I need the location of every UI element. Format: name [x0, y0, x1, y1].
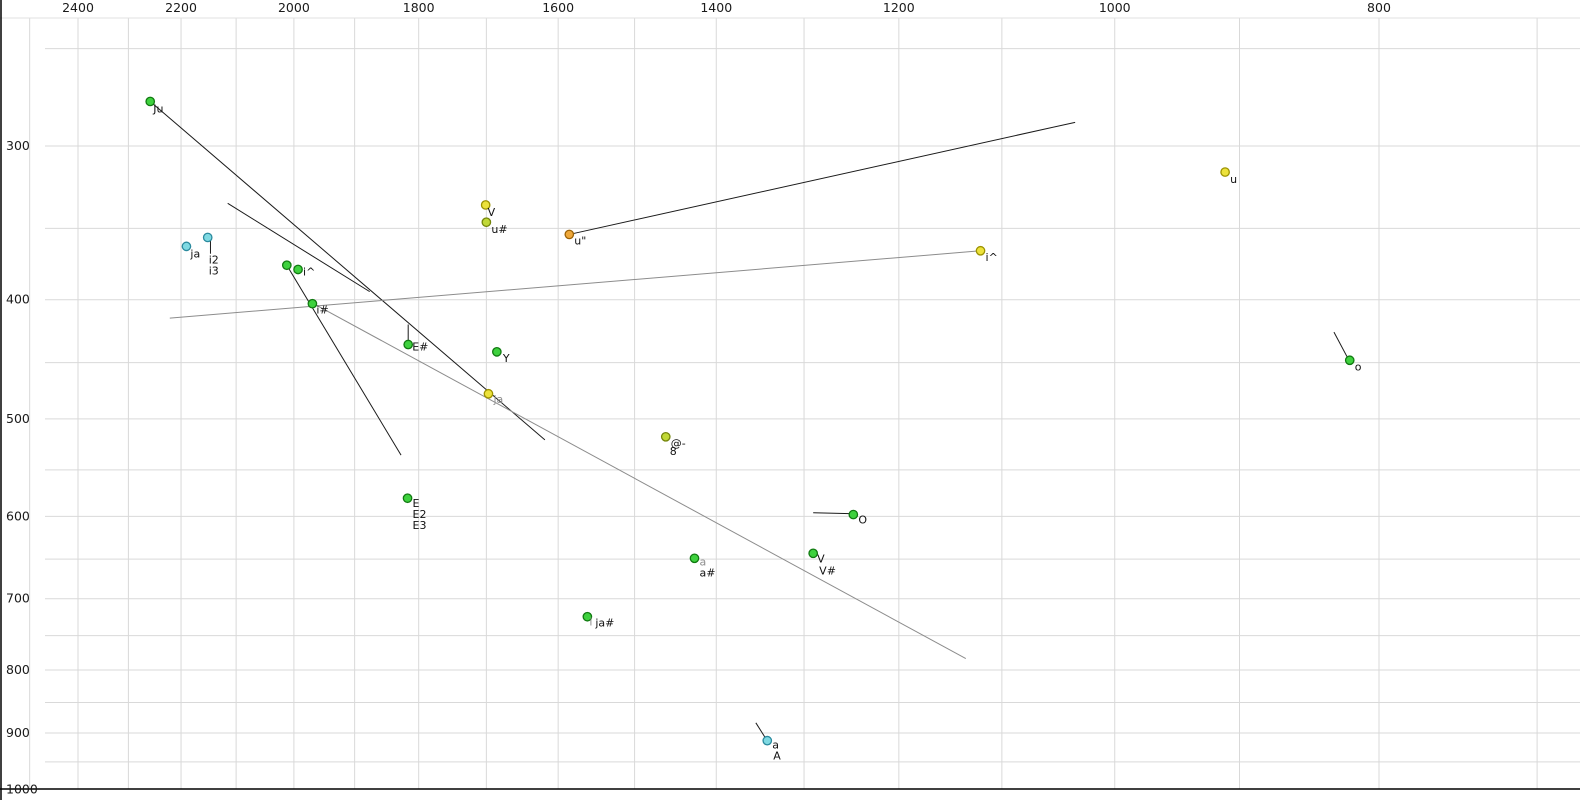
data-point-O: [848, 509, 859, 520]
data-point-Y: [492, 346, 502, 357]
trajectory-line: [227, 202, 370, 293]
trajectory-line: [284, 262, 402, 456]
point-label: i^: [303, 265, 315, 278]
point-label: i^: [986, 251, 998, 264]
y-tick-label: 400: [6, 292, 30, 307]
x-tick-label: 2000: [278, 0, 310, 15]
data-point-E-sharp: [403, 339, 414, 350]
point-label: A: [773, 750, 781, 763]
data-point-V-sharp: [808, 548, 819, 559]
data-point-i-hat-right: [975, 245, 986, 256]
trajectory-line: [169, 250, 981, 319]
y-tick-label: 900: [6, 725, 30, 740]
trajectory-line: [1333, 331, 1349, 360]
data-point-a-A: [762, 735, 773, 746]
point-label: E3: [413, 519, 427, 532]
point-label: V: [488, 206, 496, 219]
point-label: @-: [671, 437, 686, 450]
data-point-ja-sharp: [582, 611, 593, 622]
trajectory-line: [308, 300, 967, 660]
point-label: i3: [209, 264, 219, 277]
data-point-a-sharp: [689, 553, 700, 564]
data-point-i-hat: [293, 264, 303, 275]
point-label: a: [699, 555, 706, 568]
point-label: 8: [670, 445, 677, 458]
point-label: u#: [491, 223, 507, 236]
x-tick-label: 1400: [700, 0, 732, 15]
x-tick-label: 800: [1367, 0, 1391, 15]
point-label: u: [1230, 173, 1237, 186]
point-label: ja: [189, 247, 200, 260]
data-point-o: [1344, 355, 1355, 366]
trajectory-line: [813, 512, 850, 515]
y-tick-label: 500: [6, 411, 30, 426]
y-tick-label: 800: [6, 662, 30, 677]
data-point-i-hat-a: [281, 260, 292, 271]
point-label: u": [574, 234, 586, 247]
y-tick-label: 700: [6, 591, 30, 606]
point-label: V: [817, 552, 825, 565]
data-point-u: [1220, 167, 1230, 177]
trajectory-line: [149, 101, 546, 441]
point-label: O: [858, 514, 867, 527]
point-label: V#: [819, 564, 836, 577]
point-label: a#: [699, 566, 715, 579]
data-point-i2-i3: [202, 232, 213, 243]
x-tick-label: 2400: [62, 0, 94, 15]
x-tick-label: 1600: [542, 0, 574, 15]
point-label: i2: [209, 253, 219, 266]
data-point-E-E2-E3: [402, 493, 413, 504]
point-label: E#: [412, 341, 428, 354]
point-label: E2: [413, 508, 427, 521]
point-label: E: [413, 497, 420, 510]
point-label: o: [1355, 360, 1362, 373]
data-point-ja-1: [181, 241, 192, 252]
y-tick-label: 1000: [6, 781, 38, 796]
data-point-u-quote: [564, 229, 575, 240]
data-point-V-top: [480, 200, 491, 210]
y-tick-label: 300: [6, 138, 30, 153]
x-tick-label: 2200: [165, 0, 197, 15]
point-label: Y: [502, 352, 510, 365]
data-point-at-8: [660, 431, 671, 442]
data-point-u-sharp: [481, 217, 492, 228]
point-label: ja: [492, 393, 503, 406]
x-tick-label: 1000: [1099, 0, 1131, 15]
point-label: i#: [316, 304, 328, 317]
x-tick-label: 1200: [883, 0, 915, 15]
point-label: i: [589, 616, 592, 629]
y-tick-label: 600: [6, 508, 30, 523]
point-label: a: [772, 739, 779, 752]
data-point-Ju: [145, 96, 156, 107]
point-label: ja#: [594, 617, 614, 630]
trajectory-line: [569, 121, 1076, 235]
x-tick-label: 1800: [403, 0, 435, 15]
data-point-ja-2: [483, 388, 494, 399]
data-point-i-sharp: [307, 298, 318, 309]
point-label: Ju: [152, 102, 163, 115]
